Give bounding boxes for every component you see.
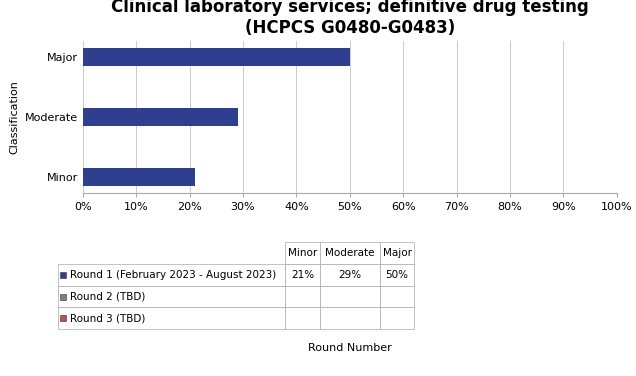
Bar bbox=[83, 48, 350, 66]
Bar bbox=[83, 168, 195, 186]
Bar bbox=[60, 294, 66, 300]
Bar bbox=[60, 272, 66, 278]
Title: Clinical laboratory services; definitive drug testing
(HCPCS G0480-G0483): Clinical laboratory services; definitive… bbox=[111, 0, 589, 37]
Bar bbox=[60, 315, 66, 321]
Text: Round Number: Round Number bbox=[308, 343, 392, 353]
Bar bbox=[83, 108, 238, 126]
Y-axis label: Classification: Classification bbox=[9, 80, 19, 154]
